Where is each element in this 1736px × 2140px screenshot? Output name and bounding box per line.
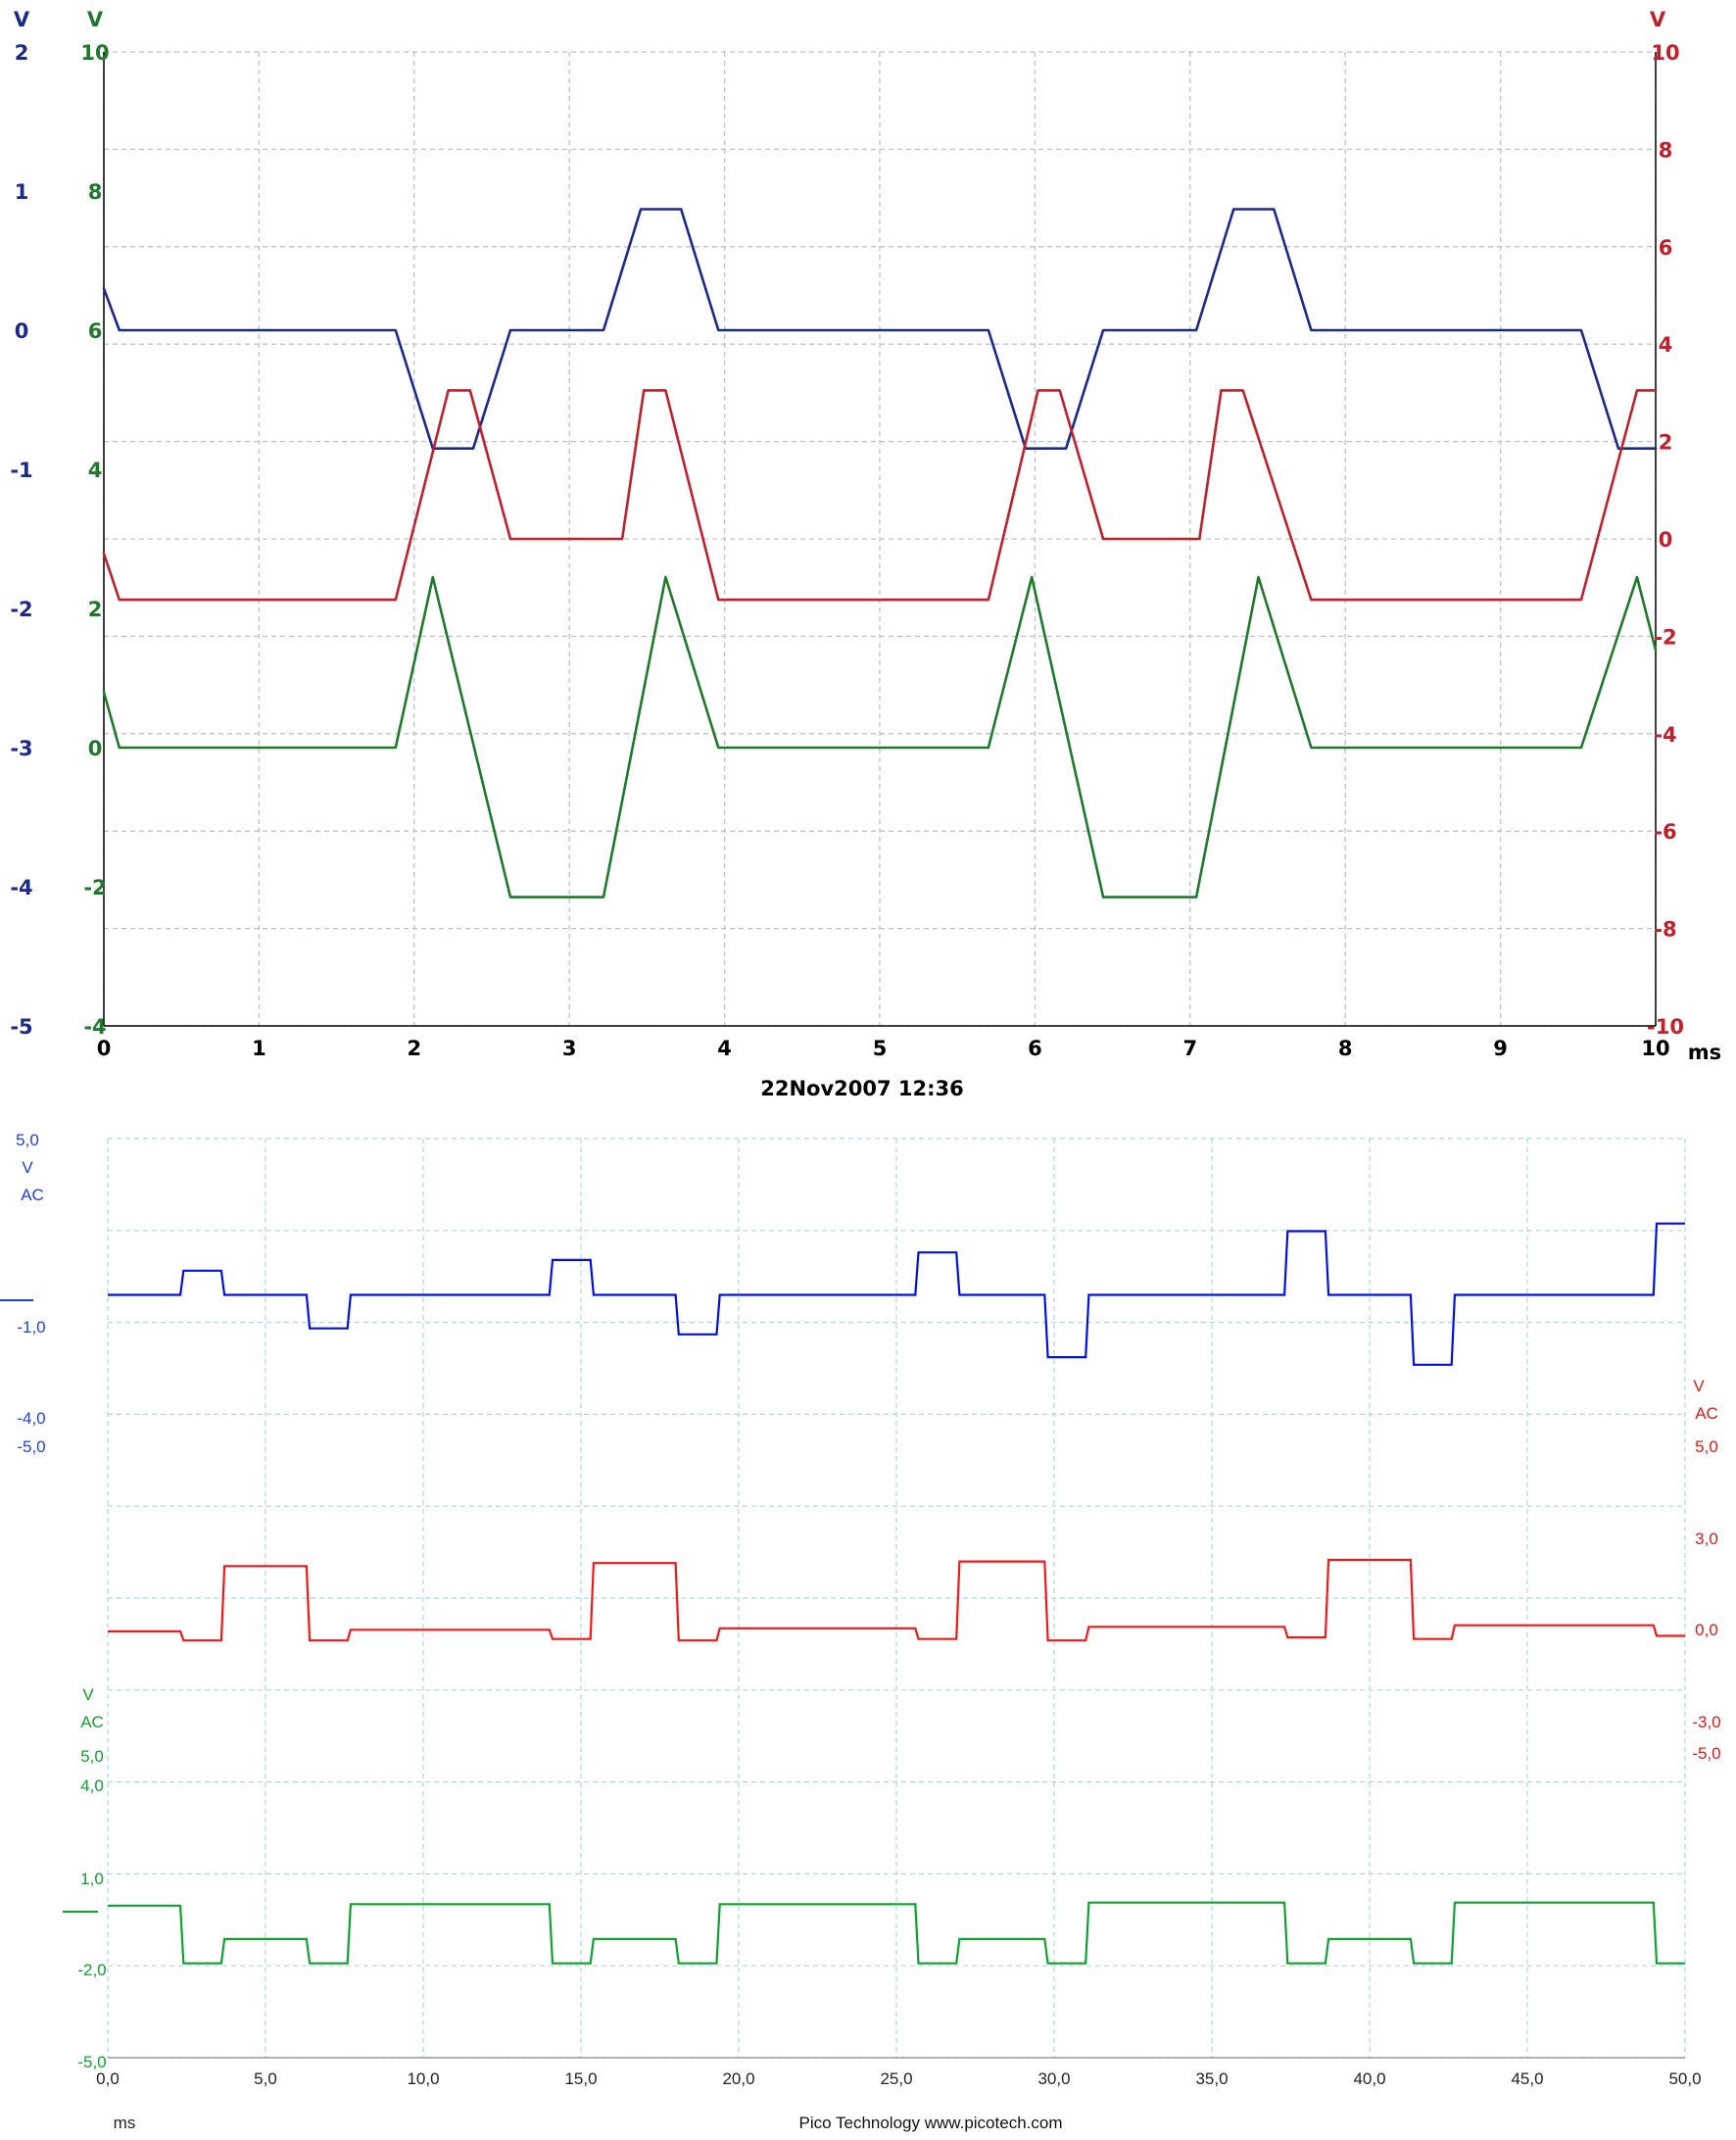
red-axis-tick: 0,0	[1695, 1621, 1718, 1639]
x-tick-label: 10	[1641, 1037, 1669, 1060]
x-tick-label: 30,0	[1037, 2069, 1070, 2088]
trace-series-1	[102, 389, 1658, 602]
red-axis-tick: 4	[1659, 333, 1673, 357]
top-chart: 22Nov2007 12:36 0 1 2 3 4 5 6 7 8 9 10 msV210-1-2-3…	[10, 8, 1721, 1100]
green-axis-tick: 0	[88, 737, 103, 760]
green-axis-unit: V	[82, 1685, 94, 1704]
red-axis-tick: -3,0	[1692, 1713, 1720, 1731]
top-traces	[102, 208, 1658, 899]
green-axis-tick: 4,0	[80, 1776, 104, 1795]
x-tick-label: 2	[407, 1037, 421, 1060]
bottom-labels: Pico Technology www.picotech.com 0,0 5,0 1…	[16, 1131, 1720, 2132]
green-axis-unit: V	[87, 8, 104, 31]
top-labels: 22Nov2007 12:36 0 1 2 3 4 5 6 7 8 9 10 msV210-1-2-3…	[10, 8, 1721, 1100]
x-unit-label: ms	[114, 2114, 136, 2132]
green-axis-tick: 1,0	[80, 1870, 104, 1888]
x-tick-label: 7	[1182, 1037, 1197, 1060]
trace-series-0	[102, 208, 1658, 451]
red-axis-tick: -2	[1654, 625, 1676, 649]
blue-axis-tick: 5,0	[16, 1131, 39, 1149]
blue-axis-coupling: AC	[21, 1186, 44, 1204]
top-grid	[103, 51, 1657, 1027]
red-axis-tick: 6	[1659, 236, 1673, 260]
blue-axis-tick: -4	[10, 876, 32, 900]
x-tick-label: 25,0	[880, 2069, 912, 2088]
x-tick-label: 4	[717, 1037, 732, 1060]
red-axis-tick: 5,0	[1695, 1437, 1718, 1456]
blue-axis-tick: -5	[10, 1015, 32, 1039]
green-axis-tick: -2,0	[77, 1961, 106, 1979]
x-tick-label: 6	[1028, 1037, 1042, 1060]
red-axis-tick: -10	[1647, 1015, 1684, 1039]
x-tick-label: 1	[252, 1037, 266, 1060]
x-tick-label: 9	[1493, 1037, 1508, 1060]
red-axis-tick: 3,0	[1695, 1530, 1718, 1548]
x-tick-label: 50,0	[1668, 2069, 1701, 2088]
red-axis-tick: 10	[1651, 41, 1679, 65]
x-tick-label: 20,0	[722, 2069, 754, 2088]
x-tick-label: 0	[97, 1037, 112, 1060]
red-axis-tick: 2	[1659, 431, 1673, 455]
bottom-traces	[108, 1222, 1685, 1965]
trace-series-1	[108, 1558, 1685, 1642]
bottom-chart: Pico Technology www.picotech.com 0,0 5,0 1…	[0, 1131, 1721, 2132]
green-axis-coupling: AC	[80, 1713, 104, 1731]
green-axis-tick: 4	[88, 459, 103, 482]
red-axis-tick: 0	[1659, 528, 1673, 552]
red-axis-unit: V	[1650, 8, 1666, 31]
x-tick-label: 45,0	[1511, 2069, 1543, 2088]
blue-axis-tick: 0	[15, 319, 29, 343]
x-tick-label: 35,0	[1195, 2069, 1228, 2088]
green-axis-tick: -2	[83, 876, 106, 900]
green-axis-tick: 5,0	[80, 1747, 104, 1766]
red-axis-unit: V	[1693, 1377, 1705, 1395]
blue-axis-tick: -5,0	[17, 1437, 45, 1456]
x-tick-label: 40,0	[1353, 2069, 1385, 2088]
red-axis-tick: -8	[1654, 918, 1676, 942]
bottom-grid	[0, 1138, 1686, 2059]
blue-axis-tick: -1,0	[17, 1318, 45, 1337]
blue-axis-unit: V	[14, 8, 30, 31]
trace-series-2	[102, 575, 1658, 899]
footer: Pico Technology www.picotech.com	[799, 2114, 1063, 2132]
blue-axis-unit: V	[22, 1158, 33, 1177]
trace-series-0	[108, 1222, 1685, 1366]
blue-axis-tick: -2	[10, 598, 32, 621]
x-tick-label: 5	[873, 1037, 888, 1060]
x-tick-label: 8	[1338, 1037, 1353, 1060]
trace-series-2	[108, 1901, 1685, 1965]
x-tick-label: 10,0	[407, 2069, 439, 2088]
red-axis-coupling: AC	[1695, 1404, 1718, 1423]
blue-axis-tick: -3	[10, 737, 32, 760]
x-unit-label: ms	[1688, 1041, 1721, 1064]
green-axis-tick: 2	[88, 598, 103, 621]
x-tick-label: 0,0	[96, 2069, 120, 2088]
green-axis-tick: -5,0	[77, 2053, 106, 2071]
green-axis-tick: 6	[88, 319, 103, 343]
green-axis-tick: -4	[83, 1015, 106, 1039]
x-tick-label: 3	[562, 1037, 577, 1060]
red-axis-tick: 8	[1659, 138, 1673, 162]
red-axis-tick: -5,0	[1692, 1744, 1720, 1763]
green-axis-tick: 10	[80, 41, 109, 65]
red-axis-tick: -6	[1654, 820, 1676, 844]
red-axis-tick: -4	[1654, 723, 1676, 747]
timestamp: 22Nov2007 12:36	[760, 1077, 964, 1100]
x-tick-label: 5,0	[254, 2069, 277, 2088]
blue-axis-tick: 1	[15, 180, 29, 204]
blue-axis-tick: -1	[10, 459, 32, 482]
x-tick-label: 15,0	[564, 2069, 597, 2088]
blue-axis-tick: -4,0	[17, 1409, 45, 1428]
blue-axis-tick: 2	[15, 41, 29, 65]
green-axis-tick: 8	[88, 180, 103, 204]
